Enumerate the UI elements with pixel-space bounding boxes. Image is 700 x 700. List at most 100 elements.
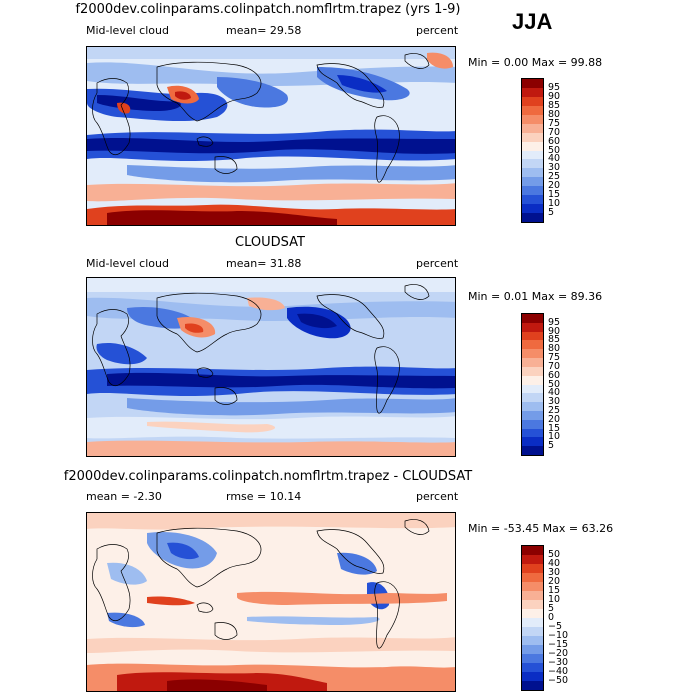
colorbar-tick-label: 20 (548, 413, 561, 425)
colorbar-tick-label: 40 (548, 153, 561, 165)
colorbar-tick-label: 90 (548, 90, 561, 102)
panel-2-units-label: percent (416, 257, 459, 270)
colorbar-swatch (522, 555, 543, 564)
colorbar-swatch (522, 546, 543, 555)
colorbar-swatch (522, 314, 543, 323)
panel-3-minmax: Min = -53.45 Max = 63.26 (468, 522, 614, 535)
panel-2-left-label: Mid-level cloud (86, 257, 169, 270)
colorbar-tick-label: 15 (548, 189, 561, 201)
colorbar-swatch (522, 96, 543, 106)
colorbar-tick-label: 25 (548, 171, 561, 183)
panel-3-mean-label: mean = -2.30 (86, 490, 162, 503)
colorbar-swatch (522, 645, 543, 654)
colorbar-tick-label: 30 (548, 567, 561, 578)
colorbar-tick-label: 60 (548, 369, 561, 381)
panel-3-units-label: percent (416, 490, 459, 503)
colorbar-swatch (522, 402, 543, 411)
colorbar-tick-label: 10 (548, 594, 561, 605)
colorbar-swatch (522, 654, 543, 663)
colorbar-swatch (522, 437, 543, 447)
colorbar-swatch (522, 681, 543, 690)
colorbar-tick-label: 5 (548, 440, 555, 452)
panel-1-minmax: Min = 0.00 Max = 99.88 (468, 56, 603, 69)
colorbar-tick-label: 50 (548, 144, 561, 156)
colorbar-swatch (522, 410, 543, 420)
colorbar-swatch (522, 627, 543, 636)
panel-2-colorbar (521, 313, 544, 456)
colorbar-swatch (522, 609, 543, 618)
colorbar-tick-label: 20 (548, 576, 561, 587)
colorbar-swatch (522, 204, 543, 214)
colorbar-tick-label: 40 (548, 387, 561, 399)
colorbar-swatch (522, 340, 543, 350)
colorbar-tick-label: 95 (548, 316, 561, 328)
panel-2-mean-label: mean= 31.88 (226, 257, 302, 270)
colorbar-tick-label: 5 (548, 603, 555, 614)
colorbar-swatch (522, 375, 543, 385)
colorbar-swatch (522, 195, 543, 205)
colorbar-swatch (522, 105, 543, 115)
colorbar-tick-label: 50 (548, 378, 561, 390)
colorbar-tick-label: 85 (548, 334, 561, 346)
colorbar-swatch (522, 393, 543, 403)
colorbar-swatch (522, 186, 543, 196)
colorbar-swatch (522, 322, 543, 332)
colorbar-swatch (522, 663, 543, 672)
panel-2-minmax: Min = 0.01 Max = 89.36 (468, 290, 603, 303)
colorbar-tick-label: 60 (548, 135, 561, 147)
panel-1-colorbar (521, 78, 544, 223)
panel-3-title: f2000dev.colinparams.colinpatch.nomflrtm… (63, 469, 473, 484)
panel-1-title: f2000dev.colinparams.colinpatch.nomflrtm… (75, 2, 461, 17)
colorbar-tick-label: 30 (548, 396, 561, 408)
colorbar-swatch (522, 213, 543, 222)
panel-3-map (86, 512, 456, 692)
colorbar-tick-label: 80 (548, 343, 561, 355)
panel-1-mean-label: mean= 29.58 (226, 24, 302, 37)
colorbar-tick-label: 90 (548, 325, 561, 337)
panel-2-map (86, 277, 456, 457)
colorbar-tick-label: 80 (548, 108, 561, 120)
colorbar-swatch (522, 168, 543, 178)
colorbar-swatch (522, 349, 543, 359)
colorbar-tick-label: 75 (548, 117, 561, 129)
colorbar-swatch (522, 159, 543, 169)
colorbar-tick-label: 95 (548, 81, 561, 93)
colorbar-tick-label: −10 (548, 630, 569, 641)
colorbar-tick-label: 30 (548, 162, 561, 174)
colorbar-swatch (522, 366, 543, 376)
colorbar-tick-label: 5 (548, 207, 555, 219)
colorbar-tick-label: −40 (548, 666, 569, 677)
colorbar-swatch (522, 358, 543, 367)
colorbar-tick-label: 40 (548, 558, 561, 569)
colorbar-tick-label: 10 (548, 198, 561, 210)
panel-3-rmse-label: rmse = 10.14 (226, 490, 302, 503)
colorbar-swatch (522, 177, 543, 187)
colorbar-swatch (522, 672, 543, 681)
colorbar-swatch (522, 384, 543, 394)
colorbar-swatch (522, 141, 543, 151)
colorbar-tick-label: 70 (548, 360, 561, 372)
colorbar-tick-label: 85 (548, 99, 561, 111)
colorbar-swatch (522, 582, 543, 591)
colorbar-swatch (522, 331, 543, 341)
colorbar-swatch (522, 600, 543, 609)
colorbar-tick-label: 75 (548, 352, 561, 364)
colorbar-swatch (522, 618, 543, 627)
panel-1-units-label: percent (416, 24, 459, 37)
colorbar-swatch (522, 428, 543, 438)
panel-3-colorbar (521, 545, 544, 691)
colorbar-swatch (522, 123, 543, 133)
season-label: JJA (512, 9, 553, 34)
colorbar-swatch (522, 591, 543, 600)
colorbar-tick-label: 50 (548, 549, 561, 560)
panel-1-left-label: Mid-level cloud (86, 24, 169, 37)
colorbar-tick-label: 15 (548, 422, 561, 434)
colorbar-swatch (522, 150, 543, 160)
colorbar-tick-label: −15 (548, 639, 569, 650)
colorbar-swatch (522, 446, 543, 455)
colorbar-tick-label: −50 (548, 675, 569, 686)
colorbar-tick-label: 15 (548, 585, 561, 596)
colorbar-swatch (522, 79, 543, 88)
colorbar-tick-label: −5 (548, 621, 563, 632)
colorbar-tick-label: −30 (548, 657, 569, 668)
